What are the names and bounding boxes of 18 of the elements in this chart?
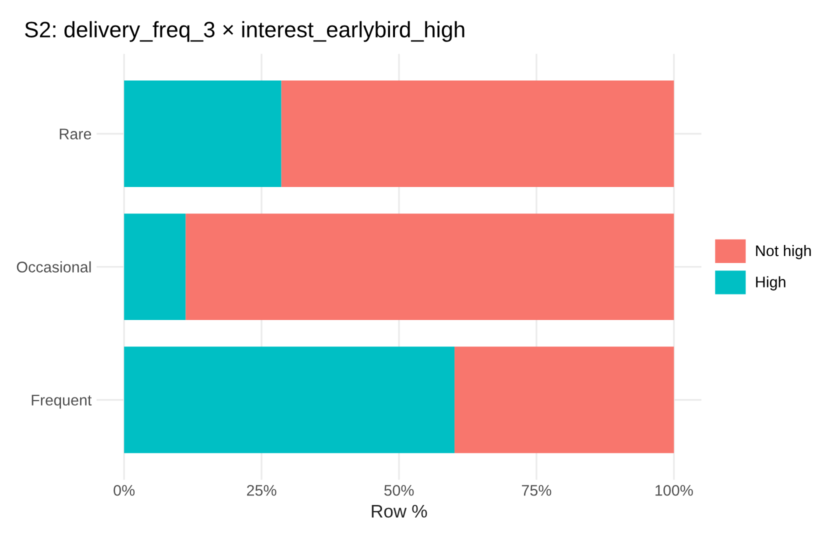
y-tick-label: Rare — [60, 128, 92, 140]
bar — [124, 80, 282, 187]
y-tick-label: Occasional — [16, 261, 91, 272]
y-tick-label: Frequent — [32, 394, 92, 409]
legend-label: Not high — [756, 244, 811, 260]
x-axis-title: Row % — [372, 504, 427, 518]
x-tick-label: 50% — [384, 484, 414, 496]
x-tick-label: 75% — [522, 485, 552, 496]
bar — [124, 346, 455, 454]
legend-label: High — [756, 276, 786, 290]
x-tick-label: 25% — [247, 484, 276, 496]
chart-title: S2: delivery_freq_3 × interest_earlybird_high — [25, 21, 464, 42]
x-tick-label: 0% — [114, 484, 135, 496]
bar — [186, 214, 674, 320]
bar — [454, 346, 674, 454]
bar — [124, 214, 186, 320]
x-tick-label: 100% — [656, 484, 693, 496]
bar — [281, 80, 674, 187]
